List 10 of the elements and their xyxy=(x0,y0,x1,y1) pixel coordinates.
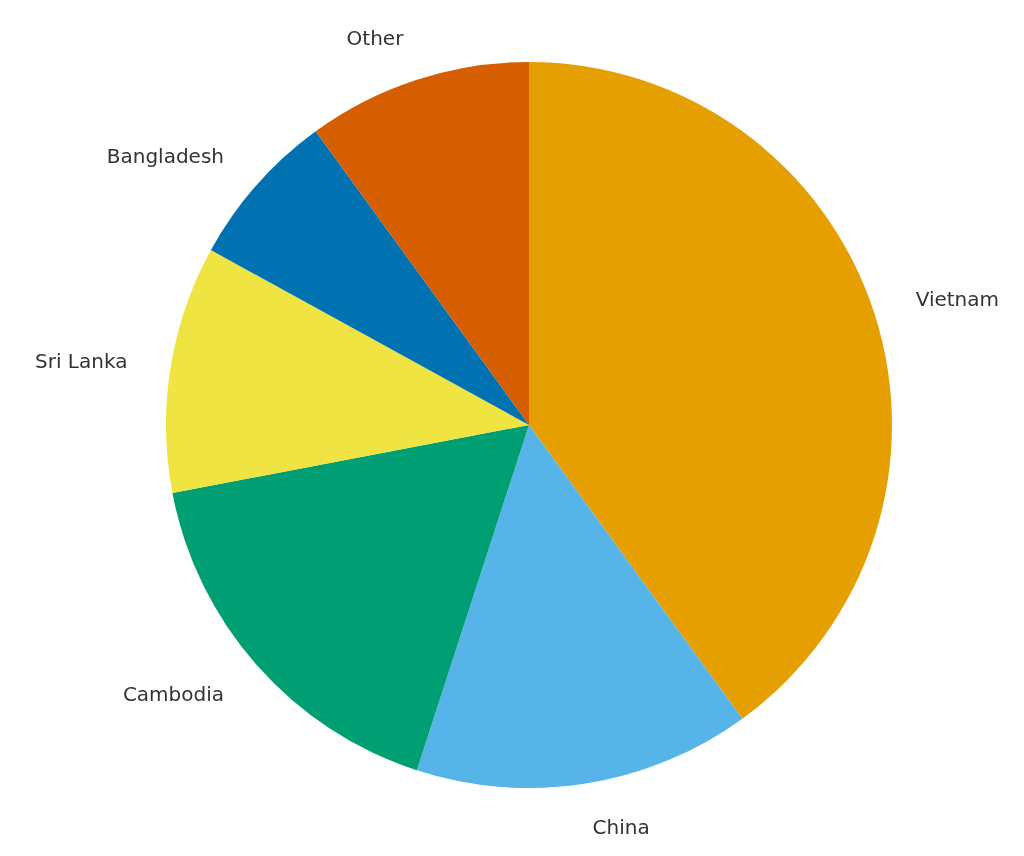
pie-slice xyxy=(416,425,743,788)
slice-label: Vietnam xyxy=(915,287,1000,312)
slice-label: China xyxy=(592,814,650,839)
slice-label: Cambodia xyxy=(122,681,225,706)
slice-label: Sri Lanka xyxy=(35,349,128,374)
slice-label: Bangladesh xyxy=(106,144,225,169)
pie-slice xyxy=(315,62,529,425)
pie-slice xyxy=(529,62,892,719)
slice-label: Other xyxy=(346,26,405,51)
pie-slice xyxy=(166,250,529,494)
